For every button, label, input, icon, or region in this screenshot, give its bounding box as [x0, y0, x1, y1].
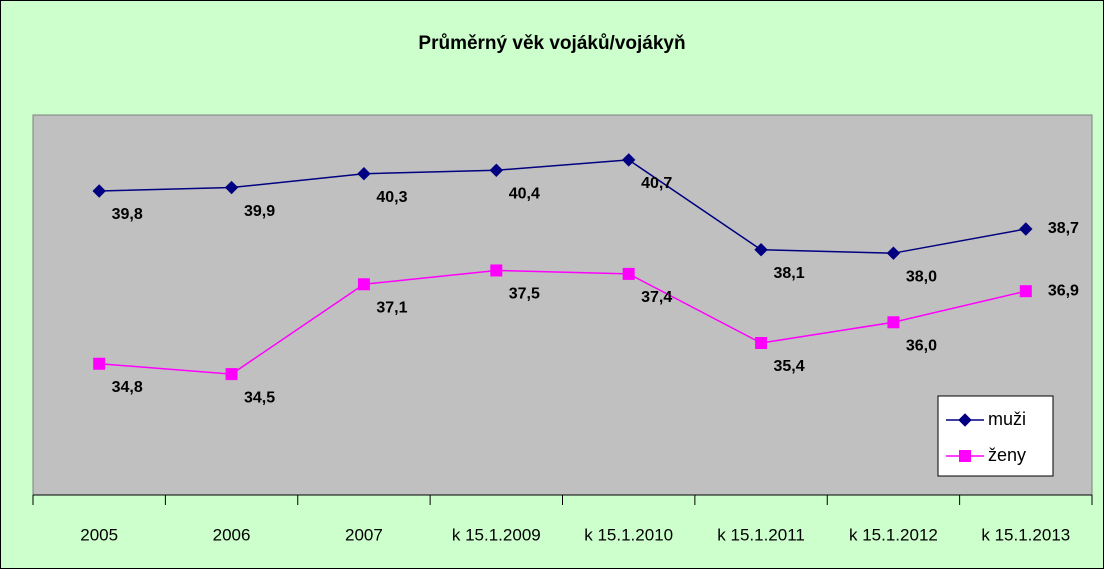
data-label: 37,4 [641, 289, 672, 306]
data-point [621, 153, 636, 167]
legend-box [937, 395, 1054, 477]
x-tick-label: 2006 [213, 525, 251, 544]
data-point [489, 163, 504, 177]
data-point [224, 180, 239, 195]
data-point [357, 167, 371, 181]
data-point [1019, 285, 1032, 298]
data-label: 36,9 [1048, 282, 1079, 299]
x-tick-label: 2005 [80, 525, 118, 544]
data-label: 38,0 [906, 268, 937, 285]
data-label: 38,1 [773, 265, 804, 282]
chart-title: Průměrný věk vojáků/vojákyň [418, 33, 685, 54]
data-point [886, 246, 901, 260]
data-label: 39,9 [244, 203, 275, 220]
data-label: 40,3 [376, 189, 407, 206]
data-point [92, 184, 106, 198]
data-label: 35,4 [773, 358, 804, 375]
data-label: 34,8 [112, 379, 143, 396]
legend-marker [959, 450, 971, 462]
legend-marker [958, 413, 972, 427]
data-point [93, 357, 106, 370]
data-point [1019, 222, 1033, 236]
data-point [755, 337, 768, 349]
x-tick-label: 2007 [345, 525, 383, 544]
legend-label: muži [988, 409, 1026, 429]
data-label: 37,5 [509, 286, 540, 303]
x-tick-label: k 15.1.2010 [584, 525, 673, 544]
data-point [622, 267, 635, 280]
data-point [754, 243, 768, 257]
data-label: 36,0 [906, 337, 937, 354]
data-label: 39,8 [112, 206, 143, 223]
series-line [99, 159, 1026, 254]
x-tick-label: k 15.1.2012 [849, 525, 938, 544]
data-label: 37,1 [376, 299, 407, 316]
series-line [99, 269, 1026, 375]
legend-label: ženy [988, 445, 1026, 465]
x-tick-label: k 15.1.2009 [452, 525, 541, 544]
x-tick-label: k 15.1.2011 [717, 525, 805, 544]
x-tick-label: k 15.1.2013 [981, 525, 1070, 544]
data-label: 38,7 [1048, 220, 1079, 237]
data-label: 34,5 [244, 389, 275, 406]
data-label: 40,7 [641, 175, 672, 192]
data-point [357, 278, 370, 291]
plot-area [32, 114, 1093, 496]
data-point [225, 368, 238, 381]
data-label: 40,4 [509, 185, 540, 202]
data-point [490, 264, 503, 277]
data-point [887, 316, 900, 329]
